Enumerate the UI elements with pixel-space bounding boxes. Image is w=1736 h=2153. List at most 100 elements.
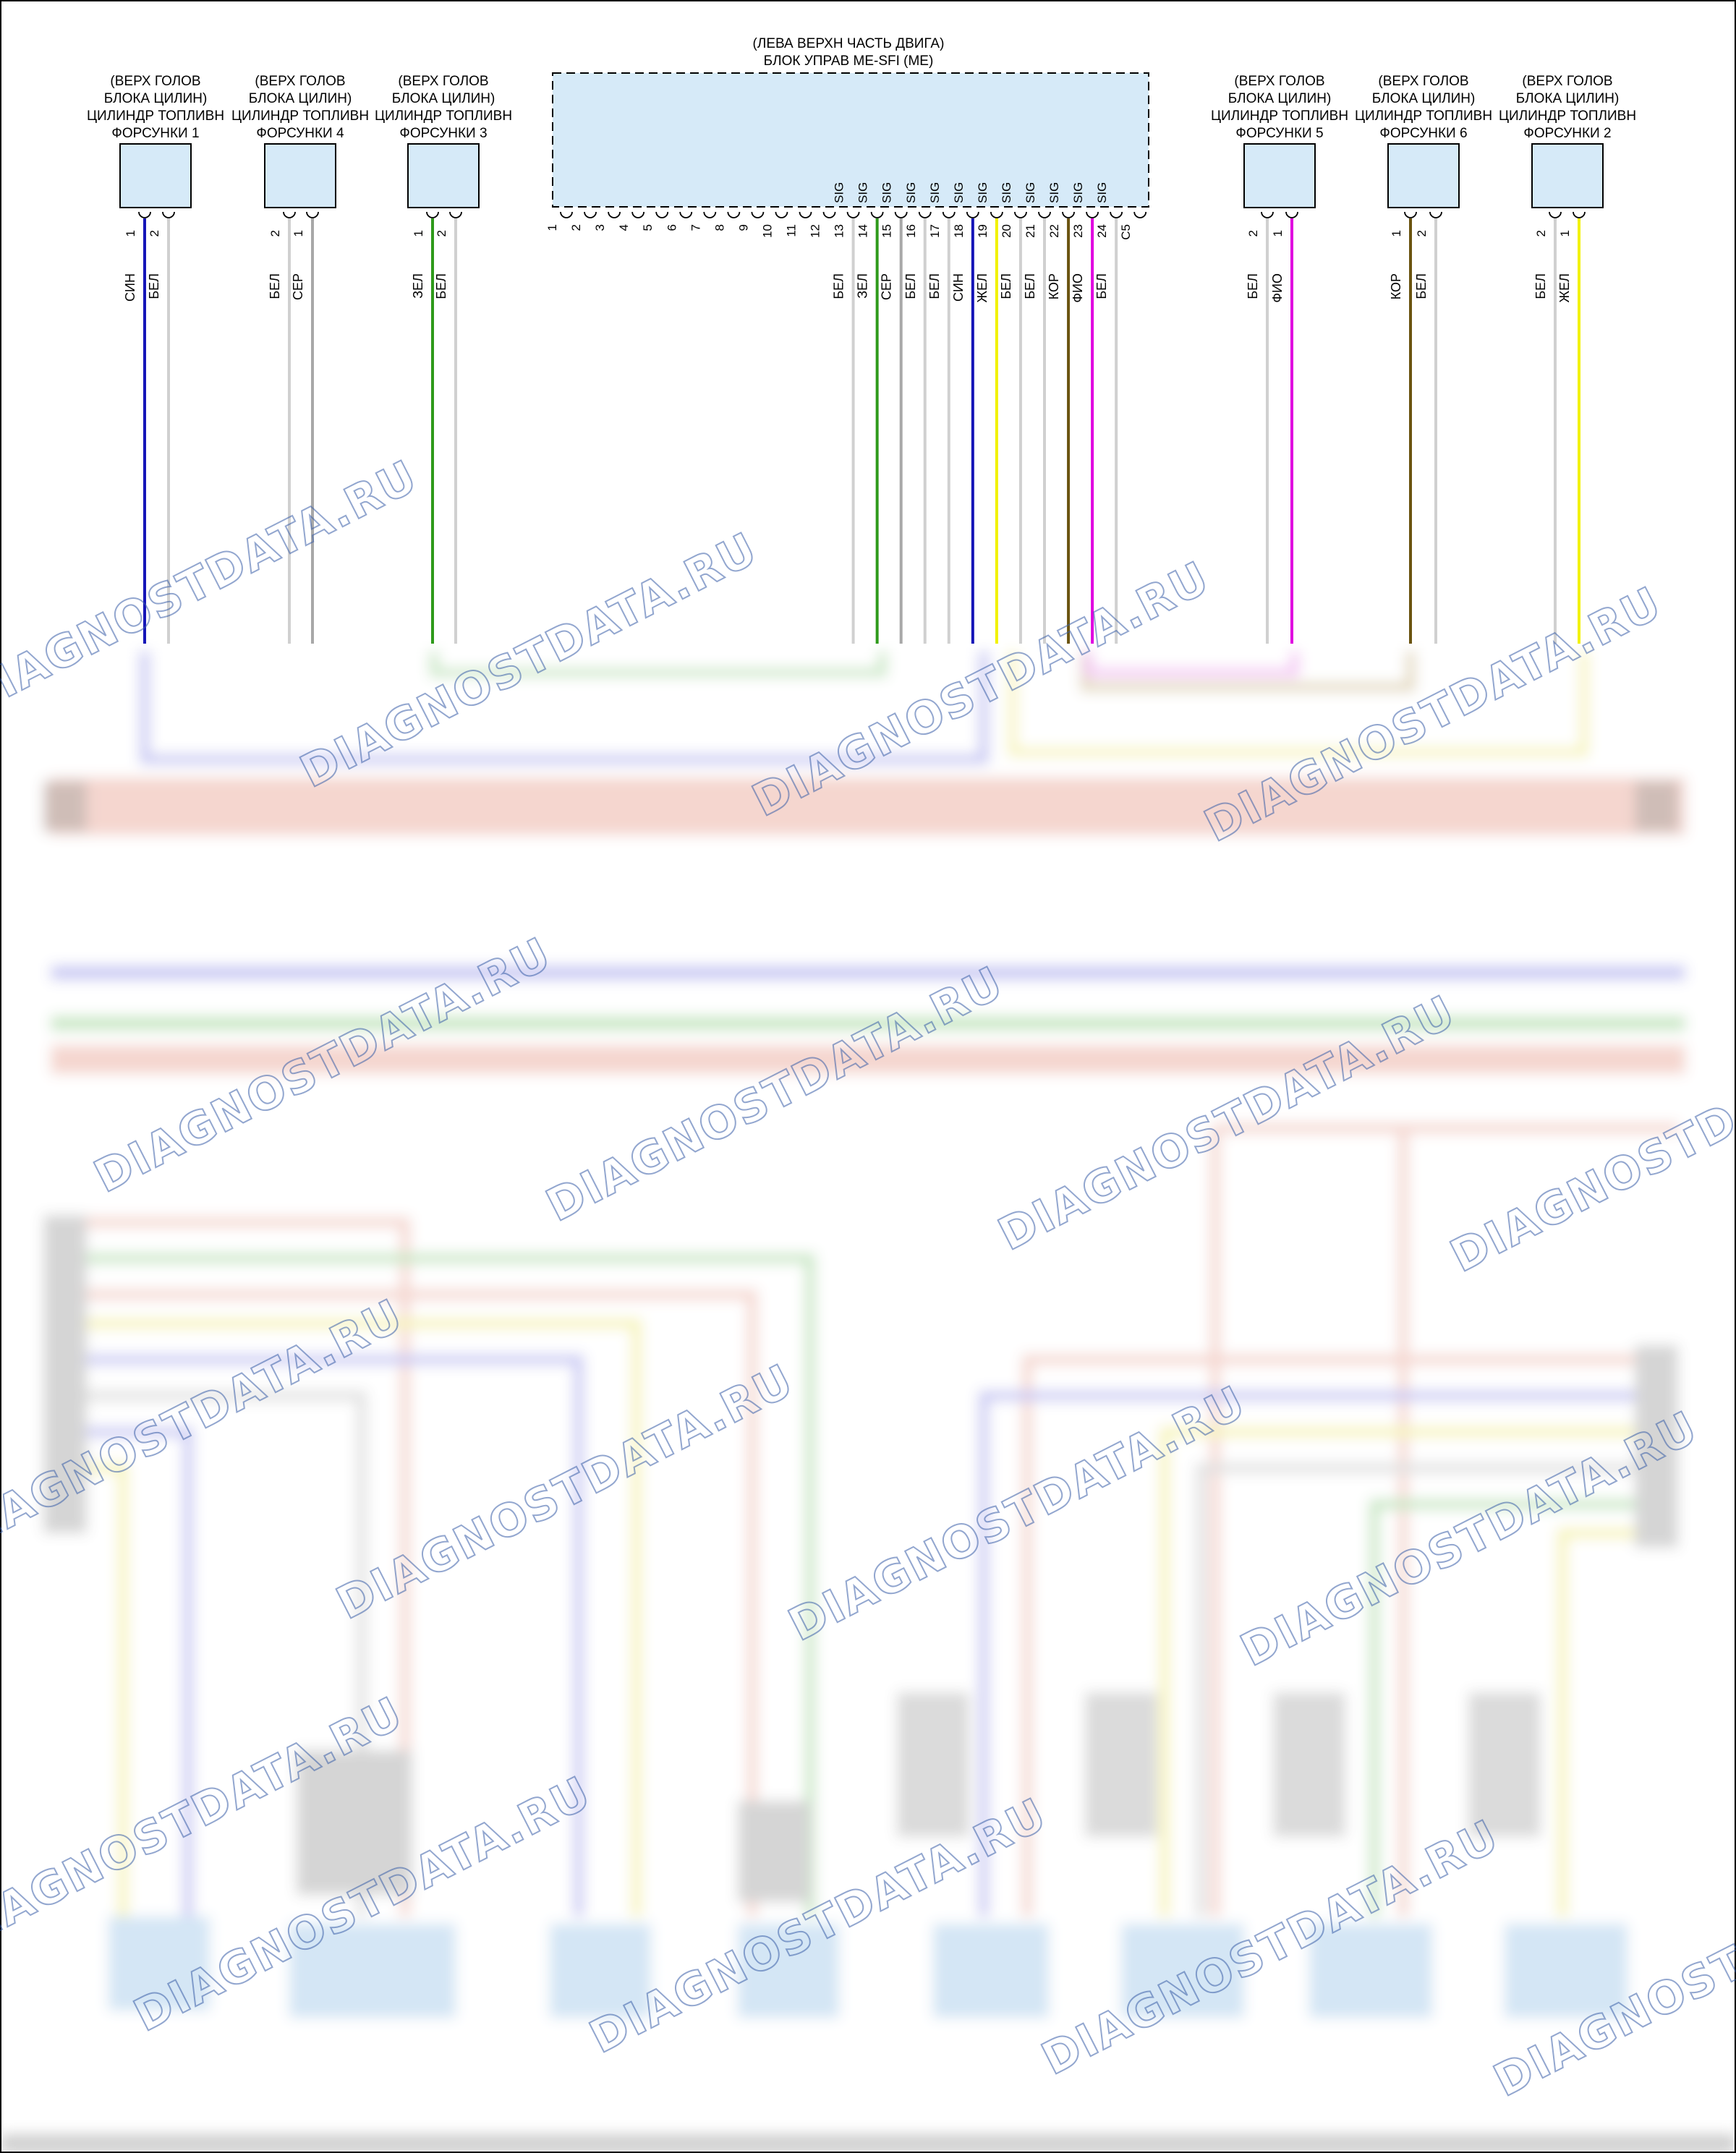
ecu-pin-socket xyxy=(775,211,788,218)
pin-socket xyxy=(1573,211,1586,218)
pin-number: 2 xyxy=(1246,230,1260,236)
ecu-pin-socket xyxy=(966,211,979,218)
injector-label-line: (ВЕРХ ГОЛОВ xyxy=(1522,74,1612,89)
ecu-pin-socket xyxy=(870,211,884,218)
ecu-pin-number: C5 xyxy=(1119,224,1133,240)
ecu-pin-socket xyxy=(846,211,860,218)
injector-connector-3: (ВЕРХ ГОЛОВ БЛОКА ЦИЛИН) ЦИЛИНДР ТОПЛИВН ФО… xyxy=(375,74,512,644)
pin-number: 1 xyxy=(124,230,137,236)
injector-label-line: ФОРСУНКИ 6 xyxy=(1379,126,1467,141)
ecu-pin-socket xyxy=(655,211,669,218)
injector-label-line: ЦИЛИНДР ТОПЛИВН xyxy=(231,108,369,124)
pin-socket xyxy=(138,211,151,218)
ecu-wire-color-label: СЕР xyxy=(880,273,894,300)
ecu-pin-socket xyxy=(751,211,765,218)
injector-label-line: ФОРСУНКИ 4 xyxy=(256,126,344,141)
injector-label-line: (ВЕРХ ГОЛОВ xyxy=(110,74,200,89)
ecu-pin-number: 15 xyxy=(880,224,894,238)
injector-label-line: (ВЕРХ ГОЛОВ xyxy=(398,74,488,89)
injector-connector-2: (ВЕРХ ГОЛОВ БЛОКА ЦИЛИН) ЦИЛИНДР ТОПЛИВН ФО… xyxy=(231,74,369,644)
wire-color-label: БЕЛ xyxy=(434,273,448,299)
pin-number: 1 xyxy=(1558,230,1572,236)
pin-socket xyxy=(283,211,296,218)
pin-number: 2 xyxy=(148,230,161,236)
pin-socket xyxy=(1285,211,1298,218)
injector-label-line: (ВЕРХ ГОЛОВ xyxy=(255,74,345,89)
wire-color-label: СЕР xyxy=(291,273,305,300)
pin-socket xyxy=(426,211,439,218)
injector-label-line: ЦИЛИНДР ТОПЛИВН xyxy=(375,108,512,124)
ecu-pin-socket xyxy=(942,211,956,218)
ecu-pin-number: 7 xyxy=(689,224,702,231)
injector-label-line: ЦИЛИНДР ТОПЛИВН xyxy=(1211,108,1348,124)
ecu-sig-label: SIG xyxy=(976,182,990,203)
injector-body xyxy=(119,143,192,208)
wire-color-label: ЖЕЛ xyxy=(1557,273,1572,302)
injector-label-line: БЛОКА ЦИЛИН) xyxy=(1516,91,1620,106)
ecu-pin-socket xyxy=(1133,211,1147,218)
injector-body xyxy=(1531,143,1604,208)
ecu-pin-socket xyxy=(560,211,573,218)
ecu-pin-socket xyxy=(822,211,836,218)
ecu-pin-socket xyxy=(727,211,741,218)
injector-body xyxy=(1243,143,1316,208)
ecu-title-line1: (ЛЕВА ВЕРХН ЧАСТЬ ДВИГА) xyxy=(753,36,945,51)
ecu-pin-number: 8 xyxy=(712,224,726,231)
ecu-pin-socket xyxy=(918,211,932,218)
injector-label-line: (ВЕРХ ГОЛОВ xyxy=(1234,74,1324,89)
injector-label-line: ФОРСУНКИ 2 xyxy=(1523,126,1611,141)
ecu-pin-number: 20 xyxy=(1000,224,1013,238)
pin-number: 2 xyxy=(1415,230,1429,236)
ecu-pin-number: 11 xyxy=(785,224,799,237)
top-diagram: (ВЕРХ ГОЛОВ БЛОКА ЦИЛИН) ЦИЛИНДР ТОПЛИВН ФО… xyxy=(87,36,1636,644)
ecu-sig-label: SIG xyxy=(880,182,894,203)
injector-connector-4: (ВЕРХ ГОЛОВ БЛОКА ЦИЛИН) ЦИЛИНДР ТОПЛИВН ФО… xyxy=(1211,74,1348,644)
pin-socket xyxy=(162,211,175,218)
ecu-wire-color-label: БЕЛ xyxy=(1023,273,1037,299)
injector-label-line: ЦИЛИНДР ТОПЛИВН xyxy=(87,108,224,124)
ecu-pin-number: 1 xyxy=(545,224,559,231)
wire-color-label: БЕЛ xyxy=(268,273,282,299)
ecu-pin-number: 17 xyxy=(928,224,942,238)
ecu-sig-label: SIG xyxy=(928,182,942,203)
pin-number: 1 xyxy=(412,230,425,236)
pin-number: 1 xyxy=(292,230,305,236)
ecu-wire-color-label: ЗЕЛ xyxy=(856,273,870,299)
wire-color-label: БЕЛ xyxy=(1414,273,1429,299)
ecu-sig-label: SIG xyxy=(856,182,870,203)
blurred-lower-diagram xyxy=(0,644,1736,2153)
ecu-pin-number: 13 xyxy=(833,224,846,238)
wire-color-label: КОР xyxy=(1389,273,1403,299)
ecu-sig-label: SIG xyxy=(952,182,966,203)
ecu-sig-label: SIG xyxy=(1047,182,1061,203)
ecu-pin-number: 22 xyxy=(1047,224,1061,238)
ecu-pin-socket xyxy=(799,211,812,218)
injector-label-line: БЛОКА ЦИЛИН) xyxy=(1372,91,1476,106)
ecu-pin-number: 21 xyxy=(1024,224,1037,238)
ecu-sig-label: SIG xyxy=(833,182,846,203)
pin-socket xyxy=(1549,211,1562,218)
ecu-wire-color-label: ФИО xyxy=(1071,273,1085,303)
ecu-pin-number: 12 xyxy=(809,224,822,238)
ecu-wire-color-label: БЕЛ xyxy=(1094,273,1109,299)
pin-socket xyxy=(306,211,319,218)
injector-label-line: БЛОКА ЦИЛИН) xyxy=(392,91,495,106)
ecu-wire-color-label: БЕЛ xyxy=(832,273,846,299)
pin-socket xyxy=(1429,211,1442,218)
wire-color-label: БЕЛ xyxy=(147,273,161,299)
ecu-sig-label: SIG xyxy=(1071,182,1085,203)
injector-label-line: БЛОКА ЦИЛИН) xyxy=(1228,91,1332,106)
ecu-sig-label: SIG xyxy=(1024,182,1037,203)
injector-label-line: БЛОКА ЦИЛИН) xyxy=(249,91,352,106)
ecu-pin-socket xyxy=(894,211,908,218)
wire-color-label: БЕЛ xyxy=(1533,273,1548,299)
injector-connector-6: (ВЕРХ ГОЛОВ БЛОКА ЦИЛИН) ЦИЛИНДР ТОПЛИВН ФО… xyxy=(1499,74,1636,644)
ecu-pin-number: 19 xyxy=(976,224,990,238)
injector-label-line: ЦИЛИНДР ТОПЛИВН xyxy=(1499,108,1636,124)
wire-color-label: СИН xyxy=(123,273,137,302)
wire-color-label: ЗЕЛ xyxy=(411,273,425,299)
ecu-pin-socket xyxy=(990,211,1003,218)
ecu-pin-number: 9 xyxy=(736,224,750,231)
injector-label-line: (ВЕРХ ГОЛОВ xyxy=(1378,74,1468,89)
